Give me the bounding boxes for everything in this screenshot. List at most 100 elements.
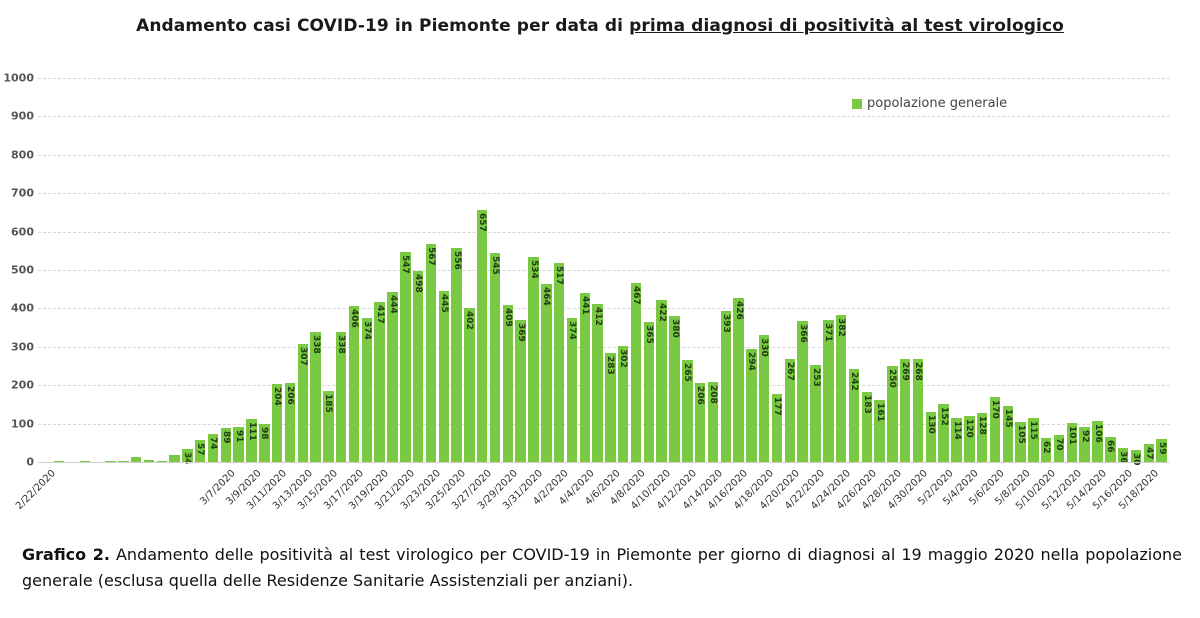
bar bbox=[438, 291, 450, 462]
bar-value-label: 283 bbox=[605, 356, 616, 376]
bar bbox=[271, 383, 283, 462]
bar bbox=[733, 298, 744, 462]
bar-value-label: 422 bbox=[656, 302, 667, 322]
bar bbox=[476, 209, 488, 462]
bar-value-label: 59 bbox=[1156, 442, 1167, 455]
gridline bbox=[38, 78, 1170, 79]
caption-label: Grafico 2. bbox=[22, 545, 110, 564]
bar-value-label: 369 bbox=[515, 323, 526, 343]
bar bbox=[387, 291, 398, 462]
bar bbox=[694, 382, 706, 462]
bar bbox=[105, 460, 116, 462]
gridline bbox=[38, 231, 1170, 233]
bar bbox=[284, 382, 296, 462]
bar bbox=[374, 301, 385, 462]
figure-caption: Grafico 2. Andamento delle positività al… bbox=[22, 542, 1182, 594]
bar-value-label: 66 bbox=[1105, 439, 1116, 453]
bar bbox=[528, 256, 539, 462]
bar bbox=[156, 461, 168, 462]
bar-value-label: 267 bbox=[784, 362, 795, 382]
bar bbox=[707, 382, 719, 462]
bar-value-label: 105 bbox=[1015, 424, 1026, 444]
bar-value-label: 130 bbox=[925, 415, 936, 434]
gridline bbox=[38, 308, 1170, 310]
bar-value-label: 111 bbox=[246, 422, 257, 442]
bar bbox=[566, 318, 578, 462]
x-tick-label: 2/22/2020 bbox=[14, 468, 59, 513]
gridline bbox=[38, 385, 1170, 387]
gridline bbox=[38, 423, 1170, 425]
bar-value-label: 294 bbox=[746, 352, 757, 371]
bar-value-label: 406 bbox=[349, 309, 360, 328]
bar-chart: popolazione generale 0 100 200 300 400 500 600… bbox=[0, 60, 1200, 530]
bar-value-label: 57 bbox=[195, 443, 206, 456]
bar-value-label: 269 bbox=[900, 361, 911, 381]
chart-title-underlined: prima diagnosi di positività al test vir… bbox=[629, 16, 1064, 36]
bar bbox=[207, 433, 219, 462]
chart-title-prefix: Andamento casi COVID-19 in Piemonte per … bbox=[136, 16, 630, 36]
bar-value-label: 366 bbox=[797, 324, 808, 344]
bar bbox=[323, 390, 334, 462]
bar bbox=[143, 460, 155, 462]
bar-value-label: 380 bbox=[669, 319, 680, 338]
bar-value-label: 402 bbox=[464, 310, 475, 330]
bar bbox=[1130, 450, 1142, 462]
bar-value-label: 74 bbox=[208, 436, 219, 450]
y-tick-label: 600 bbox=[11, 225, 34, 239]
bar-value-label: 534 bbox=[528, 259, 539, 279]
bar bbox=[887, 366, 898, 462]
legend: popolazione generale bbox=[852, 96, 1007, 111]
bar-value-label: 106 bbox=[1092, 424, 1103, 444]
legend-swatch bbox=[852, 98, 862, 109]
bar-value-label: 185 bbox=[323, 393, 334, 413]
bar bbox=[348, 306, 360, 462]
bar bbox=[130, 457, 142, 462]
bar-value-label: 374 bbox=[566, 321, 577, 341]
y-tick-label: 200 bbox=[11, 378, 34, 392]
bar-value-label: 206 bbox=[695, 385, 706, 405]
bar bbox=[194, 440, 206, 462]
bar-value-label: 467 bbox=[631, 285, 642, 305]
bar bbox=[1066, 423, 1078, 462]
gridline bbox=[38, 346, 1170, 348]
bar-value-label: 250 bbox=[887, 369, 898, 388]
bar-value-label: 47 bbox=[1143, 446, 1154, 460]
bar-value-label: 101 bbox=[1066, 426, 1077, 445]
bar-value-label: 91 bbox=[233, 430, 244, 443]
bar-value-label: 444 bbox=[387, 294, 398, 314]
bar bbox=[912, 359, 924, 462]
bar-value-label: 177 bbox=[772, 397, 783, 416]
bar bbox=[938, 403, 949, 462]
bar bbox=[823, 319, 834, 462]
bar bbox=[1105, 436, 1116, 462]
bar bbox=[310, 332, 321, 462]
bar-value-label: 517 bbox=[554, 266, 565, 286]
gridline bbox=[38, 154, 1170, 156]
bar-value-label: 89 bbox=[220, 430, 231, 444]
bar-value-label: 145 bbox=[1002, 409, 1013, 429]
bar-value-label: 161 bbox=[874, 403, 885, 422]
y-tick-label: 1000 bbox=[3, 71, 34, 85]
bar-value-label: 152 bbox=[938, 406, 949, 426]
bar bbox=[182, 448, 193, 462]
bar-value-label: 120 bbox=[964, 418, 975, 438]
bar bbox=[1028, 417, 1039, 462]
bar bbox=[425, 244, 437, 462]
bar-value-label: 114 bbox=[951, 421, 962, 441]
bar bbox=[720, 311, 732, 462]
bar-value-label: 441 bbox=[579, 295, 590, 315]
caption-text: Andamento delle positività al test virol… bbox=[22, 545, 1183, 590]
bar-value-label: 183 bbox=[861, 394, 872, 414]
bar bbox=[489, 252, 501, 462]
bar bbox=[797, 321, 808, 462]
bar bbox=[758, 335, 770, 462]
bar-value-label: 338 bbox=[336, 335, 347, 354]
bar-value-label: 70 bbox=[1054, 438, 1065, 451]
bar bbox=[335, 332, 347, 462]
bar bbox=[1117, 448, 1129, 462]
legend-label: popolazione generale bbox=[867, 96, 1008, 111]
bar-value-label: 307 bbox=[297, 347, 308, 366]
bar bbox=[1002, 406, 1014, 462]
bar bbox=[79, 461, 91, 462]
bar-value-label: 62 bbox=[1041, 441, 1052, 454]
